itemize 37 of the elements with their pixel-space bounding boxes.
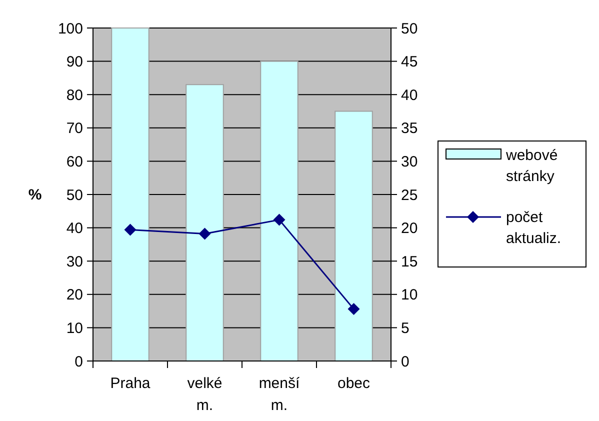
x-tick-label: Praha (110, 375, 151, 392)
y2-tick-label: 10 (401, 286, 418, 304)
y2-tick-label: 15 (401, 253, 418, 270)
y2-tick-label: 35 (401, 120, 418, 138)
y-tick-label: 40 (66, 220, 83, 238)
y2-tick-label: 45 (401, 54, 418, 71)
y-tick-label: 20 (66, 286, 83, 304)
y2-tick-label: 20 (401, 220, 418, 238)
legend-label: webové stránky (505, 147, 558, 185)
y-tick-label: 70 (66, 120, 83, 138)
y-tick-label: 100 (58, 20, 83, 38)
y-tick-label: 90 (66, 54, 83, 71)
y-axis-title: % (28, 186, 42, 204)
y-tick-label: 80 (66, 86, 83, 104)
point (198, 228, 211, 240)
y2-tick-label: 40 (401, 86, 418, 104)
y2-tick-label: 0 (401, 353, 410, 370)
legend-label: počet aktualiz. (506, 209, 562, 247)
bar (111, 28, 150, 362)
y2-tick-label: 5 (401, 320, 410, 337)
y-tick-label: 0 (74, 353, 83, 370)
x-tick-label: menší m. (258, 375, 300, 414)
point (348, 303, 360, 316)
x-tick-label: velké m. (187, 375, 222, 414)
y-tick-label: 50 (66, 186, 83, 204)
y-tick-label: 10 (66, 320, 83, 337)
bar (186, 84, 224, 362)
bar (334, 110, 373, 362)
point (273, 214, 286, 226)
bar (260, 60, 298, 362)
point (124, 224, 136, 236)
y2-tick-label: 30 (401, 153, 418, 170)
y2-tick-label: 25 (401, 186, 418, 204)
y2-tick-label: 50 (401, 20, 418, 38)
x-tick-label: obec (337, 375, 371, 392)
y-tick-label: 30 (66, 253, 83, 270)
y-tick-label: 60 (66, 153, 83, 170)
